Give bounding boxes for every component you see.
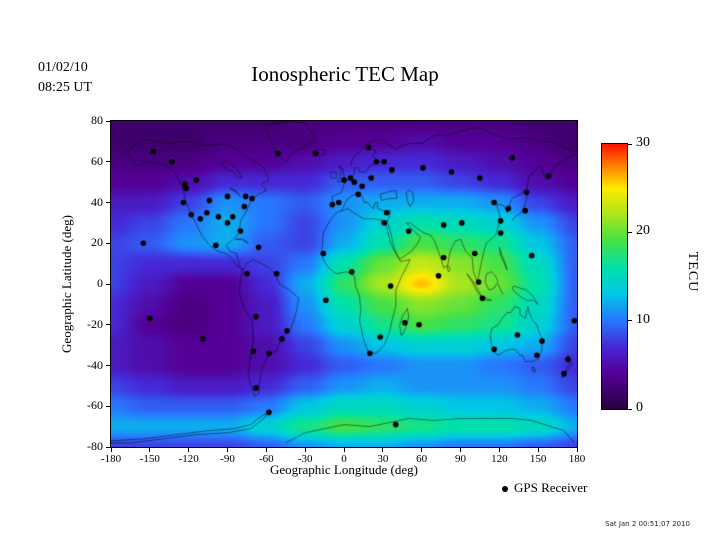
x-tick-label: -30	[297, 453, 313, 465]
y-tick-label: -20	[87, 316, 103, 331]
x-tick-mark	[498, 448, 500, 452]
colorbar-gradient-canvas	[602, 144, 627, 409]
y-tick-mark	[106, 161, 110, 163]
time-label: 08:25 UT	[38, 80, 93, 95]
date-label: 01/02/10	[38, 60, 88, 75]
y-tick-mark	[106, 283, 110, 285]
x-tick-mark	[537, 448, 539, 452]
x-tick-label: 30	[377, 453, 389, 465]
y-tick-label: -60	[87, 398, 103, 413]
x-tick-label: -150	[139, 453, 160, 465]
x-tick-mark	[460, 448, 461, 452]
colorbar-tick-mark	[628, 408, 632, 410]
y-tick-mark	[106, 324, 110, 326]
tec-heatmap-canvas	[111, 121, 577, 447]
colorbar-tick-mark	[628, 320, 632, 322]
x-tick-mark	[265, 448, 267, 452]
x-axis-label: Geographic Longitude (deg)	[269, 462, 418, 477]
colorbar-tick-mark	[628, 231, 632, 233]
y-tick-mark	[106, 242, 110, 244]
x-tick-label: 180	[568, 453, 586, 465]
x-tick-mark	[343, 448, 345, 452]
datetime-block: 01/02/10 08:25 UT	[38, 58, 92, 98]
page-title: Ionospheric TEC Map	[251, 62, 439, 86]
x-tick-mark	[304, 448, 306, 452]
x-tick-mark	[110, 448, 112, 452]
x-tick-mark	[188, 448, 190, 452]
y-tick-label: 40	[91, 194, 103, 209]
y-tick-mark	[106, 202, 110, 203]
y-tick-label: -40	[87, 357, 103, 372]
x-tick-label: -180	[100, 453, 122, 465]
x-tick-mark	[149, 448, 151, 452]
y-tick-label: 80	[91, 113, 103, 127]
x-tick-label: 120	[491, 453, 508, 465]
map-plot-frame	[110, 120, 578, 448]
y-tick-label: 20	[91, 235, 103, 250]
colorbar-tick-label: 20	[636, 223, 650, 239]
y-tick-label: 0	[97, 276, 103, 290]
x-tick-label: 0	[341, 453, 347, 465]
x-tick-mark	[227, 448, 228, 452]
colorbar-tick-label: 0	[636, 400, 643, 415]
gps-receiver-dot-icon	[502, 486, 508, 493]
colorbar	[601, 143, 628, 410]
x-tick-mark	[382, 448, 384, 452]
colorbar-units-label: TECU	[685, 251, 700, 293]
x-tick-label: 90	[455, 453, 466, 465]
gps-receiver-legend: GPS Receiver	[502, 480, 587, 496]
y-tick-mark	[106, 405, 110, 407]
x-tick-mark	[421, 448, 423, 452]
x-tick-label: 60	[416, 453, 428, 465]
gps-receiver-legend-label: GPS Receiver	[514, 480, 588, 495]
y-tick-mark	[106, 120, 110, 122]
colorbar-tick-mark	[628, 143, 632, 145]
y-tick-mark	[106, 446, 110, 448]
x-tick-label: 150	[529, 453, 547, 465]
y-tick-label: 60	[91, 153, 103, 168]
y-tick-mark	[106, 365, 110, 366]
y-tick-label: -80	[87, 439, 103, 453]
colorbar-tick-label: 30	[636, 135, 650, 150]
x-tick-label: -90	[220, 453, 235, 465]
x-tick-label: -60	[258, 453, 274, 465]
x-tick-mark	[576, 448, 578, 452]
render-timestamp: Sat Jan 2 00:51:07 2010	[605, 520, 690, 528]
x-tick-label: -120	[178, 453, 199, 465]
colorbar-tick-label: 10	[636, 311, 650, 327]
